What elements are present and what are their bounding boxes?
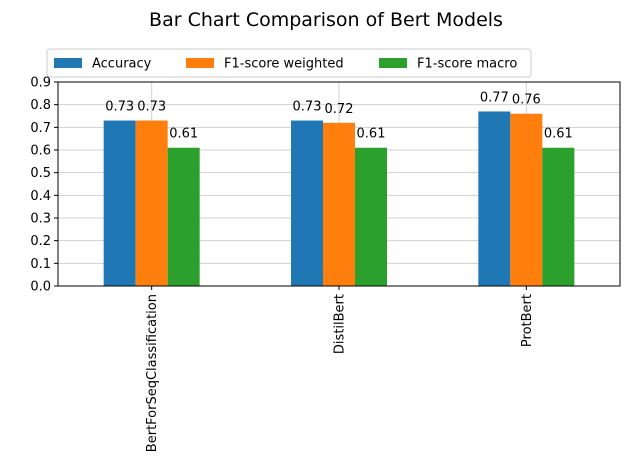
data-label-f1-score-macro-distilbert: 0.61	[357, 127, 386, 142]
bar-f1-score-weighted-distilbert	[323, 122, 355, 286]
y-tick-label: 0.8	[30, 98, 51, 113]
bars	[103, 111, 575, 287]
legend-swatch-f1-score-macro	[379, 58, 407, 68]
bar-accuracy-bertforseqclassification	[103, 120, 136, 287]
bar-f1-score-macro-distilbert	[355, 147, 387, 286]
x-tick-label-bertforseqclassification: BertForSeqClassification	[145, 294, 160, 452]
x-axis: BertForSeqClassification DistilBert ProtBe…	[145, 286, 535, 452]
legend-swatch-f1-score-weighted	[186, 58, 214, 68]
data-label-accuracy-protbert: 0.77	[480, 90, 509, 105]
chart-title: Bar Chart Comparison of Bert Models	[149, 9, 503, 31]
y-tick-label: 0.6	[30, 144, 51, 159]
y-tick-label: 0.9	[30, 76, 51, 91]
y-tick-label: 0.2	[30, 234, 51, 249]
data-labels: 0.73 0.730.610.73 0.720.610.77 0.760.61	[105, 90, 573, 141]
y-tick-label: 0.1	[30, 257, 51, 272]
data-label-accuracy-distilbert: 0.73	[293, 100, 322, 115]
x-tick-label-distilbert: DistilBert	[333, 294, 348, 354]
legend: Accuracy F1-score weighted F1-score macro	[46, 48, 532, 78]
x-tick-label-protbert: ProtBert	[520, 294, 535, 347]
y-tick-label: 0.3	[30, 212, 51, 227]
y-tick-label: 0.0	[30, 280, 51, 295]
legend-label-accuracy: Accuracy	[92, 57, 152, 72]
legend-label-f1-score-macro: F1-score macro	[417, 57, 517, 72]
bar-f1-score-macro-protbert	[542, 147, 575, 286]
bar-f1-score-weighted-bertforseqclassification	[135, 120, 168, 287]
legend-box	[46, 48, 532, 78]
y-tick-label: 0.4	[30, 189, 51, 204]
data-label-f1-score-macro-bertforseqclassification: 0.61	[169, 127, 198, 142]
plot-frame	[57, 81, 621, 287]
data-label-f1-score-macro-protbert: 0.61	[544, 127, 573, 142]
bar-f1-score-macro-bertforseqclassification	[167, 147, 200, 286]
bar-accuracy-distilbert	[291, 120, 323, 287]
bar-f1-score-weighted-protbert	[510, 113, 543, 286]
legend-label-f1-score-weighted: F1-score weighted	[224, 57, 344, 72]
data-label-accuracy-bertforseqclassification: 0.73	[105, 100, 134, 115]
y-tick-label: 0.7	[30, 121, 51, 136]
data-label-f1-score-weighted-protbert: 0.76	[512, 93, 541, 108]
data-label-f1-score-weighted-bertforseqclassification: 0.73	[137, 100, 166, 115]
bar-accuracy-protbert	[478, 111, 511, 286]
y-tick-label: 0.5	[30, 166, 51, 181]
legend-swatch-accuracy	[54, 58, 82, 68]
y-axis: 0.0 0.1 0.2 0.3 0.4 0.5 0.6 0.7 0.8 0.9	[30, 76, 58, 295]
data-label-f1-score-weighted-distilbert: 0.72	[325, 102, 354, 117]
